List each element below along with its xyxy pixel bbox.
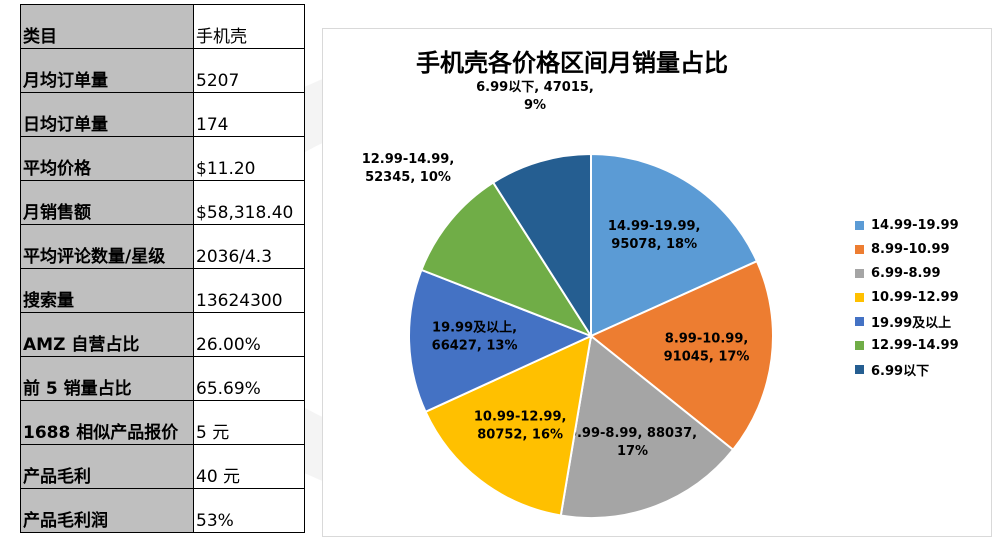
metric-label: 产品毛利润 [20,488,194,533]
legend-label: 10.99-12.99 [871,289,959,305]
metric-value: 26.00% [193,312,305,357]
metric-label: 产品毛利 [20,444,194,489]
legend-swatch [855,268,864,278]
legend-swatch [855,292,864,302]
slice-data-label: 19.99及以上, 66427, 13% [432,320,518,353]
pie-slice [589,259,774,452]
metric-value: 53% [193,488,305,533]
table-row: 前 5 销量占比 65.69% [20,356,305,401]
pie-slice [590,152,759,338]
legend-label: 6.99以下 [871,363,930,379]
metric-value: 5207 [193,48,305,93]
legend-swatch [855,244,864,254]
pie-slice [424,334,593,517]
table-row: 月销售额 $58,318.40 [20,180,305,225]
pie-slice [420,181,594,339]
metric-value: 40 元 [193,444,305,489]
slice-data-label: 12.99-14.99, 52345, 10% [362,152,455,185]
slice-data-label: 14.99-19.99, 95078, 18% [608,219,701,252]
table-row: 平均价格 $11.20 [20,136,305,181]
legend-item: 6.99以下 [855,357,959,381]
pie-chart-panel: 手机壳各价格区间月销量占比 14.99-19.99, 95078, 18% 8.99… [322,28,992,537]
slice-data-label: 8.99-10.99, 91045, 17% [664,332,750,365]
legend-label: 12.99-14.99 [871,337,959,353]
table-row: 产品毛利润 53% [20,488,305,533]
legend-item: 10.99-12.99 [855,285,959,309]
metric-label: 平均价格 [20,136,194,181]
legend-swatch [855,316,864,326]
legend-label: 6.99-8.99 [871,265,941,281]
metric-label: 搜索量 [20,268,194,313]
pie-slice [559,334,735,519]
metric-value: 13624300 [193,268,305,313]
chart-title: 手机壳各价格区间月销量占比 [416,49,728,77]
metric-label: 日均订单量 [20,92,194,137]
metric-label: 平均评论数量/星级 [20,224,194,269]
legend-swatch [855,220,864,230]
metric-value: 174 [193,92,305,137]
legend-item: 6.99-8.99 [855,261,959,285]
pie-chart: 14.99-19.99, 95078, 18% 8.99-10.99, 91045, … [362,80,774,519]
chart-legend: 14.99-19.99 8.99-10.99 6.99-8.99 10.99-12.9… [855,213,959,381]
table-row: 产品毛利 40 元 [20,444,305,489]
metric-label: 月销售额 [20,180,194,225]
metric-value: 65.69% [193,356,305,401]
table-row: 搜索量 13624300 [20,268,305,313]
table-row: 月均订单量 5207 [20,48,305,93]
table-row: 日均订单量 174 [20,92,305,137]
legend-item: 19.99及以上 [855,309,959,333]
metric-label: 类目 [20,4,194,49]
metric-value: $11.20 [193,136,305,181]
metric-label: 前 5 销量占比 [20,356,194,401]
table-row: 类目 手机壳 [20,4,305,49]
legend-label: 14.99-19.99 [871,217,959,233]
legend-item: 14.99-19.99 [855,213,959,237]
slice-data-label: 6.99-8.99, 88037, 17% [568,426,697,459]
legend-item: 12.99-14.99 [855,333,959,357]
table-row: 平均评论数量/星级 2036/4.3 [20,224,305,269]
legend-swatch [855,364,864,374]
legend-item: 8.99-10.99 [855,237,959,261]
pie-slice [491,152,592,340]
metric-value: 2036/4.3 [193,224,305,269]
metric-value: 手机壳 [193,4,305,49]
metric-label: AMZ 自营占比 [20,312,194,357]
slice-data-label: 10.99-12.99, 80752, 16% [474,409,567,442]
metrics-table: 类目 手机壳 月均订单量 5207 日均订单量 174 平均价格 $11.20 月销售额 $58,… [20,4,305,533]
metric-label: 月均订单量 [20,48,194,93]
metric-value: 5 元 [193,400,305,445]
legend-swatch [855,340,864,350]
pie-slice [408,268,594,414]
legend-label: 19.99及以上 [871,315,952,331]
metric-value: $58,318.40 [193,180,305,225]
metric-label: 1688 相似产品报价 [20,400,194,445]
slice-data-label: 6.99以下, 47015, 9% [476,80,594,113]
legend-label: 8.99-10.99 [871,241,950,257]
table-row: 1688 相似产品报价 5 元 [20,400,305,445]
table-row: AMZ 自营占比 26.00% [20,312,305,357]
